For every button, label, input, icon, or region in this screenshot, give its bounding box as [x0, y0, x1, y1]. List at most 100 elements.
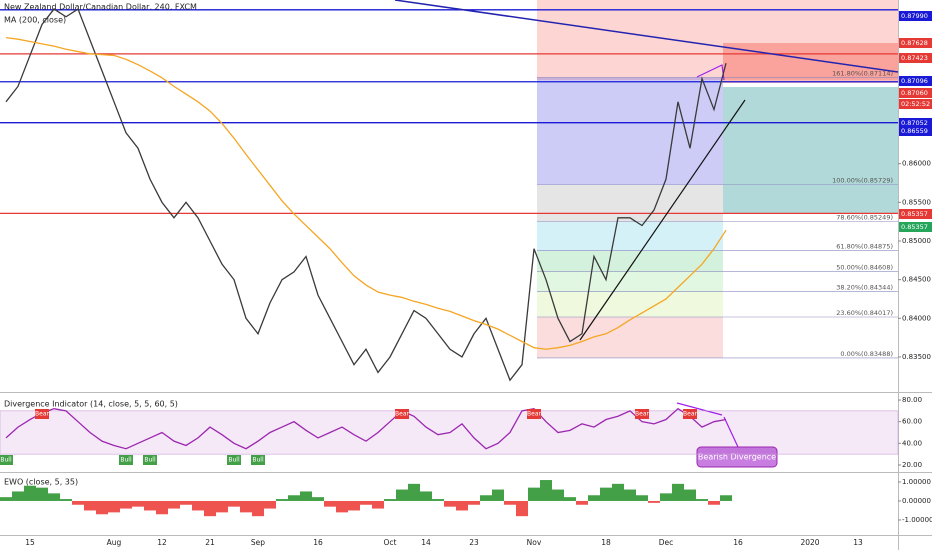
x-tick-label: 13 — [853, 538, 863, 547]
bar — [528, 487, 540, 501]
price-label-box — [899, 209, 932, 219]
price-label: 0.87052 — [901, 119, 928, 127]
fib-band — [537, 271, 723, 292]
x-tick-label: 2020 — [800, 538, 819, 547]
bar — [84, 500, 96, 511]
signal-label: Bear — [635, 411, 649, 418]
trend-line — [394, 0, 899, 73]
signal-box — [143, 455, 157, 465]
y-tick-label: 0.83500 — [902, 353, 931, 361]
fib-band — [537, 317, 723, 358]
price-label: 0.87423 — [901, 54, 928, 62]
fib-label: 38.20%(0.84344) — [836, 284, 893, 292]
annotation-arrow — [723, 416, 739, 448]
signal-box — [683, 409, 697, 419]
bar — [336, 500, 348, 513]
bar — [636, 495, 648, 501]
bar — [324, 500, 336, 507]
price-label-box — [899, 118, 932, 128]
y-tick-label: 0.86000 — [902, 160, 931, 168]
x-tick-label: 16 — [733, 538, 743, 547]
indicator-title: MA (200, close) — [4, 16, 66, 25]
fib-label: 100.00%(0.85729) — [832, 177, 893, 185]
bar — [612, 483, 624, 501]
divergence-line — [676, 402, 723, 416]
bar — [432, 499, 444, 501]
price-label: 0.85357 — [901, 210, 928, 218]
signal-label: Bull — [120, 457, 132, 464]
fib-band — [537, 221, 723, 251]
y-tick-label: 0.85000 — [902, 237, 931, 245]
x-tick-label: 16 — [313, 538, 323, 547]
bar — [228, 500, 240, 507]
price-label: 0.87096 — [901, 77, 928, 85]
price-label-box — [899, 53, 932, 63]
fib-band — [537, 250, 723, 272]
bar — [360, 500, 372, 505]
bar — [204, 500, 216, 517]
y-tick-label: 40.00 — [902, 439, 922, 447]
annotation-text: Bearish Divergence — [698, 453, 776, 462]
signal-box — [527, 409, 541, 419]
y-tick-label: 0.00000 — [902, 497, 931, 505]
bar — [684, 489, 696, 501]
bar — [492, 489, 504, 501]
bar — [600, 487, 612, 501]
bar — [372, 500, 384, 509]
fib-band — [537, 77, 723, 185]
bar — [60, 499, 72, 501]
fib-label: 78.60%(0.85249) — [836, 214, 893, 222]
x-tick-label: Oct — [384, 538, 397, 547]
price-label-box — [899, 88, 932, 98]
bar — [576, 500, 588, 505]
bar — [48, 493, 60, 501]
bar — [588, 495, 600, 501]
y-tick-label: 0.84500 — [902, 276, 931, 284]
chart-title: New Zealand Dollar/Canadian Dollar, 240,… — [4, 3, 197, 12]
signal-label: Bear — [527, 411, 541, 418]
x-tick-label: Dec — [659, 538, 674, 547]
bar — [180, 500, 192, 505]
signal-label: Bull — [144, 457, 156, 464]
bar — [384, 499, 396, 501]
price-label: 0.85357 — [901, 223, 928, 231]
price-label: 02:52:52 — [901, 100, 930, 108]
bar — [444, 500, 456, 507]
bar — [120, 500, 132, 509]
fib-label: 61.80%(0.84875) — [836, 243, 893, 251]
signal-box — [227, 455, 241, 465]
price-pane: 161.80%(0.87114) 100.00%(0.85729) 78.60%(0… — [0, 9, 898, 359]
bar — [216, 500, 228, 513]
price-label: 0.87990 — [901, 12, 928, 20]
bar — [480, 495, 492, 501]
fib-label: 0.00%(0.83488) — [840, 350, 893, 358]
price-label: 0.87628 — [901, 39, 928, 47]
signal-box — [251, 455, 265, 465]
bar — [672, 483, 684, 501]
stop-zone — [723, 43, 898, 83]
price-label-box — [899, 126, 932, 136]
bar — [540, 480, 552, 501]
bar — [552, 489, 564, 501]
price-label: 0.86559 — [901, 127, 928, 135]
bar — [648, 500, 660, 503]
y-tick-label: 0.84000 — [902, 314, 931, 322]
bar — [696, 499, 708, 501]
y-tick-label: -1.00000 — [902, 516, 932, 524]
x-tick-label: 15 — [25, 538, 35, 547]
signal-box — [119, 455, 133, 465]
bar — [276, 499, 288, 501]
fib-band — [537, 291, 723, 318]
price-label-box — [899, 11, 932, 21]
signal-label: Bull — [252, 457, 264, 464]
bar — [708, 500, 720, 505]
y-tick-label: 20.00 — [902, 461, 922, 469]
price-label-box — [899, 222, 932, 232]
bar — [720, 495, 732, 501]
bar — [36, 487, 48, 501]
bar — [0, 497, 12, 501]
x-tick-label: 12 — [157, 538, 167, 547]
bar — [660, 493, 672, 501]
bar — [12, 491, 24, 501]
